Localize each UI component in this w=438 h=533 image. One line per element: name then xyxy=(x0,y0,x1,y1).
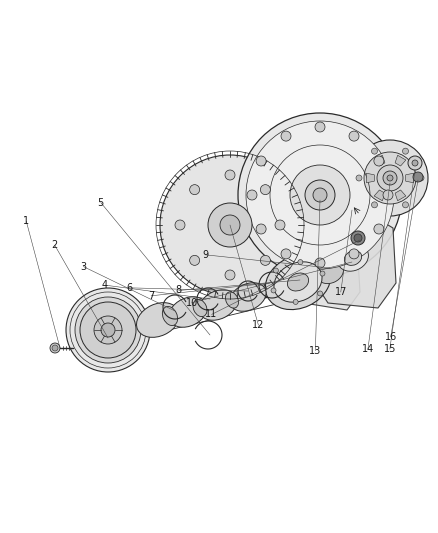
Text: 11: 11 xyxy=(205,310,218,319)
Circle shape xyxy=(273,268,279,273)
Circle shape xyxy=(275,220,285,230)
Polygon shape xyxy=(395,190,406,201)
Text: 4: 4 xyxy=(102,280,108,290)
Circle shape xyxy=(75,297,141,363)
Circle shape xyxy=(356,175,362,181)
Ellipse shape xyxy=(317,261,343,284)
Circle shape xyxy=(190,255,200,265)
Text: 10: 10 xyxy=(186,298,198,308)
Text: 16: 16 xyxy=(385,332,397,342)
Circle shape xyxy=(160,155,300,295)
Circle shape xyxy=(190,184,200,195)
Circle shape xyxy=(281,131,291,141)
Circle shape xyxy=(408,156,422,170)
Circle shape xyxy=(225,170,235,180)
Circle shape xyxy=(281,249,291,259)
Circle shape xyxy=(50,343,60,353)
Circle shape xyxy=(364,152,416,204)
Circle shape xyxy=(352,140,428,216)
Ellipse shape xyxy=(230,282,266,311)
Ellipse shape xyxy=(226,292,239,308)
Circle shape xyxy=(293,300,298,304)
Ellipse shape xyxy=(338,245,368,271)
Circle shape xyxy=(238,113,402,277)
Text: 17: 17 xyxy=(335,287,347,297)
Text: 15: 15 xyxy=(384,344,396,354)
Ellipse shape xyxy=(199,290,237,320)
Text: 12: 12 xyxy=(252,320,265,330)
Text: 5: 5 xyxy=(98,198,104,207)
Polygon shape xyxy=(374,190,385,201)
Ellipse shape xyxy=(265,254,331,310)
Circle shape xyxy=(94,316,122,344)
Circle shape xyxy=(315,122,325,132)
Ellipse shape xyxy=(274,262,322,302)
Circle shape xyxy=(374,224,384,234)
Circle shape xyxy=(260,255,270,265)
Ellipse shape xyxy=(344,251,362,265)
Text: 14: 14 xyxy=(362,344,374,354)
Circle shape xyxy=(371,202,378,208)
Circle shape xyxy=(383,171,397,185)
Circle shape xyxy=(247,190,257,200)
Circle shape xyxy=(349,249,359,259)
Circle shape xyxy=(101,323,115,337)
Text: 9: 9 xyxy=(202,250,208,260)
Circle shape xyxy=(271,288,276,293)
Circle shape xyxy=(80,302,136,358)
Text: 2: 2 xyxy=(52,240,58,250)
Ellipse shape xyxy=(137,303,180,337)
Text: 7: 7 xyxy=(148,291,154,301)
Polygon shape xyxy=(406,173,413,183)
Ellipse shape xyxy=(193,300,207,317)
Circle shape xyxy=(351,231,365,245)
Circle shape xyxy=(354,234,362,242)
Text: 3: 3 xyxy=(80,262,86,271)
Circle shape xyxy=(412,160,418,166)
Circle shape xyxy=(260,184,270,195)
Circle shape xyxy=(256,224,266,234)
Text: 13: 13 xyxy=(309,346,321,356)
Circle shape xyxy=(315,258,325,268)
Polygon shape xyxy=(395,155,406,166)
Circle shape xyxy=(418,175,424,181)
Ellipse shape xyxy=(169,297,207,327)
Circle shape xyxy=(320,271,325,276)
Circle shape xyxy=(377,165,403,191)
Polygon shape xyxy=(297,234,360,310)
Ellipse shape xyxy=(162,306,178,326)
Polygon shape xyxy=(374,155,385,166)
Circle shape xyxy=(403,148,409,154)
Circle shape xyxy=(383,190,393,200)
Circle shape xyxy=(66,288,150,372)
Text: 8: 8 xyxy=(176,286,182,295)
Circle shape xyxy=(246,121,394,269)
Polygon shape xyxy=(367,173,374,183)
Circle shape xyxy=(403,202,409,208)
Circle shape xyxy=(220,215,240,235)
Circle shape xyxy=(225,270,235,280)
Circle shape xyxy=(349,131,359,141)
Polygon shape xyxy=(310,210,396,308)
Circle shape xyxy=(374,156,384,166)
Ellipse shape xyxy=(287,273,309,291)
Circle shape xyxy=(298,260,303,264)
Circle shape xyxy=(318,291,323,296)
Circle shape xyxy=(305,180,335,210)
Text: 6: 6 xyxy=(126,283,132,293)
Circle shape xyxy=(256,156,266,166)
Circle shape xyxy=(371,148,378,154)
Circle shape xyxy=(313,188,327,202)
Text: 1: 1 xyxy=(23,216,29,226)
Circle shape xyxy=(52,345,58,351)
Circle shape xyxy=(208,203,252,247)
Circle shape xyxy=(413,172,423,182)
Circle shape xyxy=(387,175,393,181)
Circle shape xyxy=(290,165,350,225)
Circle shape xyxy=(175,220,185,230)
